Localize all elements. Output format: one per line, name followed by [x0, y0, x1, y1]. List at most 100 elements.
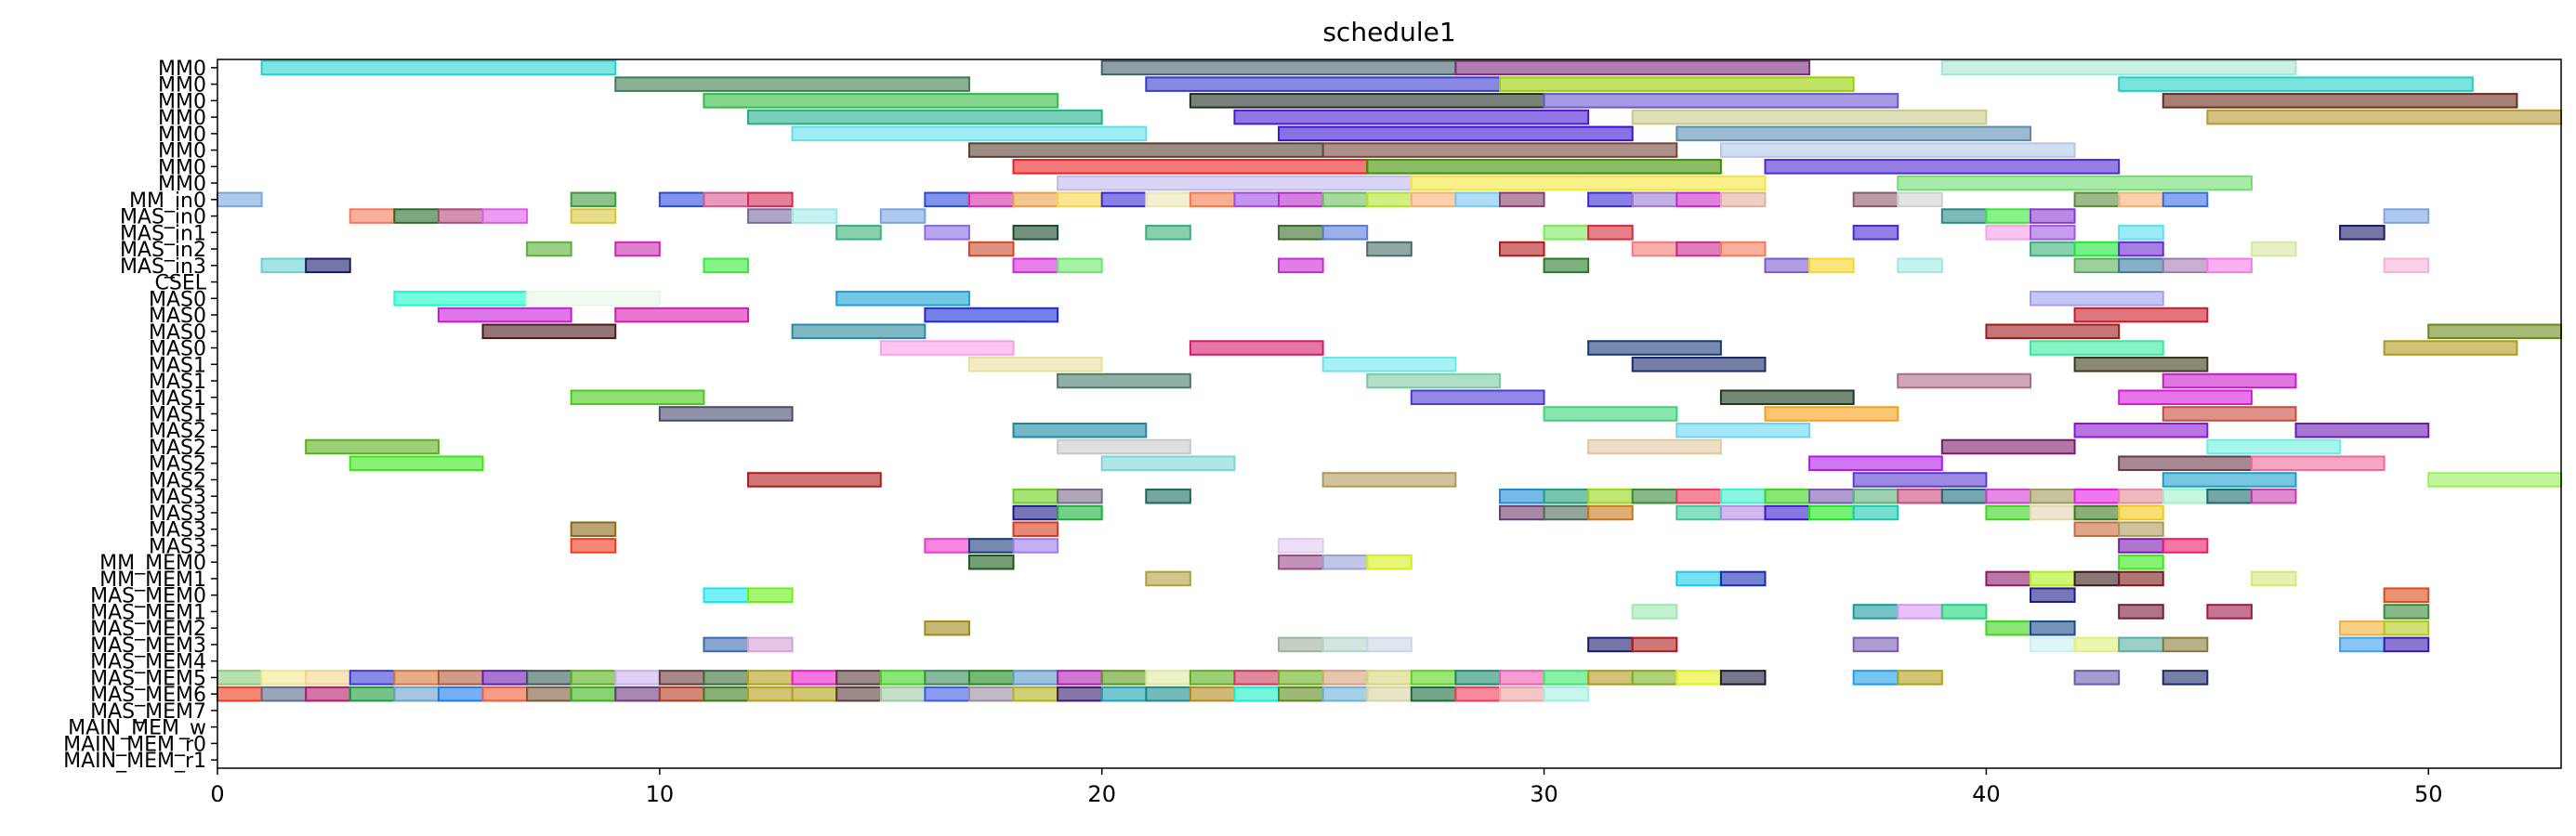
task-bar — [1587, 340, 1722, 356]
task-bar — [2162, 538, 2209, 554]
task-bar — [1233, 670, 1281, 686]
task-bar — [1189, 686, 1236, 702]
task-bar — [703, 636, 750, 653]
task-bar — [1719, 389, 1855, 406]
task-bar — [1852, 225, 1899, 241]
task-bar — [1897, 604, 1943, 620]
task-bar — [1676, 422, 1811, 438]
task-bar — [2206, 604, 2253, 620]
task-bar — [791, 323, 927, 340]
task-bar — [2427, 472, 2563, 488]
task-bar — [1543, 225, 1590, 241]
task-bar — [305, 257, 351, 274]
task-bar — [747, 208, 794, 224]
task-bar — [1321, 356, 1457, 372]
y-tick-label: MAS_MEM5 — [90, 667, 206, 690]
task-bar — [2118, 455, 2253, 472]
task-bar — [2118, 554, 2164, 570]
x-axis: 0 10 20 30 40 50 — [210, 768, 2443, 807]
task-bar — [1278, 225, 1324, 241]
task-bar — [747, 636, 794, 653]
task-bar — [967, 538, 1015, 554]
task-bar — [2029, 340, 2164, 356]
task-bar — [924, 307, 1059, 323]
task-bar — [1057, 191, 1103, 208]
task-bar — [2029, 291, 2164, 307]
task-bar — [2029, 620, 2076, 636]
task-bar — [1100, 191, 1148, 208]
task-bar — [967, 241, 1015, 257]
task-bar — [481, 208, 529, 224]
task-bar — [879, 208, 927, 224]
task-bar — [1897, 175, 2253, 191]
task-bar — [2383, 208, 2430, 224]
task-bar — [1940, 438, 2076, 455]
task-bar — [2118, 191, 2164, 208]
task-bar — [1897, 191, 1943, 208]
y-tick-label: MM0 — [158, 140, 206, 163]
task-bar — [1897, 670, 1943, 686]
task-bar — [1543, 504, 1590, 521]
task-bar — [658, 191, 705, 208]
task-bar — [2427, 323, 2563, 340]
task-bar — [1321, 191, 1369, 208]
task-bar — [481, 670, 529, 686]
task-bar — [1100, 686, 1148, 702]
task-bar — [2162, 488, 2209, 504]
task-bar — [217, 191, 263, 208]
task-bar — [2383, 587, 2430, 603]
task-bar — [614, 76, 970, 92]
task-bar — [1145, 191, 1191, 208]
task-bar — [1940, 208, 1988, 224]
task-bar — [437, 670, 484, 686]
y-tick-label: MAS_MEM4 — [90, 651, 206, 674]
task-bar — [2162, 406, 2297, 422]
task-bar — [614, 670, 661, 686]
task-bar — [217, 670, 263, 686]
task-bar — [1808, 488, 1855, 504]
task-bar — [1631, 109, 1988, 125]
task-bar — [1012, 191, 1059, 208]
task-bar — [2118, 488, 2164, 504]
y-tick-label: MAS_MEM2 — [90, 618, 206, 641]
task-bar — [2383, 340, 2518, 356]
task-bar — [393, 208, 440, 224]
task-bar — [1057, 257, 1103, 274]
task-bar — [481, 323, 617, 340]
task-bar — [2383, 604, 2430, 620]
task-bar — [2118, 241, 2164, 257]
y-tick-label: MAIN_MEM_r0 — [63, 733, 206, 756]
task-bar — [2250, 488, 2297, 504]
task-bar — [879, 686, 927, 702]
task-bar — [2073, 488, 2121, 504]
task-bar — [1719, 191, 1767, 208]
task-bar — [1676, 191, 1722, 208]
task-bar — [747, 587, 794, 603]
task-bar — [2073, 636, 2121, 653]
task-bar — [1543, 257, 1590, 274]
task-bar — [1410, 670, 1457, 686]
task-bar — [1189, 340, 1324, 356]
task-bar — [1321, 142, 1678, 158]
task-bar — [2162, 257, 2209, 274]
task-bar — [967, 686, 1015, 702]
y-tick-label: MAIN_MEM_w — [68, 717, 206, 740]
task-bar — [1498, 241, 1545, 257]
task-bar — [1012, 504, 1059, 521]
task-bar — [305, 686, 351, 702]
task-bar — [1676, 125, 2031, 142]
task-bar — [1100, 455, 1236, 472]
task-bar — [2029, 225, 2076, 241]
chart-title: schedule1 — [1322, 17, 1455, 47]
y-tick-label: MAS3 — [149, 519, 206, 542]
y-tick-label: MAIN_MEM_r1 — [63, 750, 206, 773]
x-tick-label: 0 — [210, 781, 224, 807]
task-bar — [1057, 686, 1103, 702]
task-bar — [570, 686, 617, 702]
task-bar — [393, 686, 440, 702]
task-bar — [526, 291, 661, 307]
y-tick-label: MAS0 — [149, 305, 206, 328]
task-bar — [1057, 488, 1103, 504]
task-bar — [924, 620, 970, 636]
task-bar — [1676, 488, 1722, 504]
